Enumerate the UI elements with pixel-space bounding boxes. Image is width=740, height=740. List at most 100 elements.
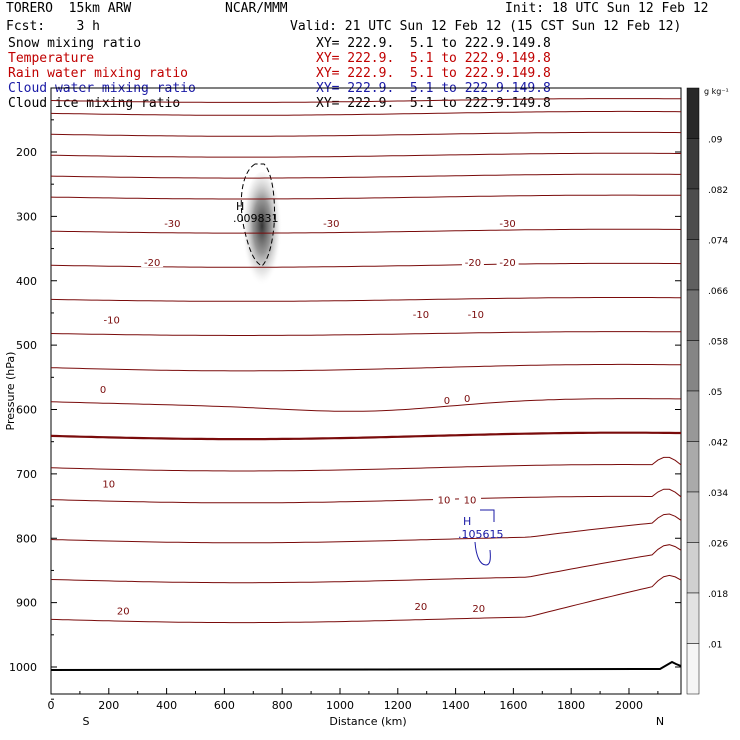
colorbar-level-label: .034 bbox=[708, 489, 728, 499]
x-axis-label: Distance (km) bbox=[329, 715, 406, 728]
y-tick-label: 1000 bbox=[9, 661, 37, 674]
colorbar-swatch bbox=[686, 289, 700, 341]
x-tick-label: 800 bbox=[272, 699, 293, 712]
colorbar: .01 .018 .026 .034 .042 .05 .058 .066 .074 .082 .0… bbox=[686, 87, 728, 695]
isotherm-label-bg bbox=[100, 313, 123, 325]
isotherm-minus60 bbox=[50, 98, 682, 103]
isotherm-label: 10 bbox=[102, 480, 115, 491]
colorbar-swatch bbox=[686, 592, 700, 644]
south-label: S bbox=[83, 715, 90, 728]
isotherm-label: -20 bbox=[144, 258, 160, 269]
colorbar-swatch bbox=[686, 87, 700, 139]
y-tick-label: 300 bbox=[16, 210, 37, 223]
x-tick-label: 1400 bbox=[442, 699, 470, 712]
isotherm-minus30 bbox=[50, 228, 682, 234]
isotherm-label-bg bbox=[409, 599, 432, 611]
field-snow-xy: XY= 222.9. 5.1 to 222.9.149.8 bbox=[316, 36, 551, 51]
isotherm-label: 0 bbox=[444, 396, 450, 407]
isotherm-label-bg bbox=[435, 393, 458, 405]
isotherm-label: -30 bbox=[164, 219, 180, 230]
colorbar-swatch bbox=[686, 239, 700, 291]
isotherm-minus50 bbox=[50, 131, 682, 137]
field-temperature-name: Temperature bbox=[8, 51, 95, 66]
isotherm-label-bg bbox=[92, 382, 115, 394]
isotherm-minus55 bbox=[50, 110, 682, 116]
field-snow-name: Snow mixing ratio bbox=[8, 36, 142, 51]
isotherm-label: -10 bbox=[104, 315, 120, 326]
isotherm-label-bg bbox=[141, 256, 164, 268]
colorbar-swatch bbox=[686, 390, 700, 442]
x-tick-label: 1600 bbox=[499, 699, 527, 712]
isotherm-label: -30 bbox=[323, 219, 339, 230]
y-tick-label: 900 bbox=[16, 597, 37, 610]
colorbar-level-label: .058 bbox=[708, 338, 728, 348]
y-tick-label: 700 bbox=[16, 468, 37, 481]
isotherm-label-bg bbox=[496, 216, 519, 228]
isotherm-label: -10 bbox=[468, 310, 484, 321]
isotherm-label-bg bbox=[459, 493, 482, 505]
colorbar-swatch bbox=[686, 441, 700, 493]
isotherm-label-bg bbox=[409, 308, 432, 320]
isotherm-25 bbox=[50, 574, 682, 624]
isotherm-minus40 bbox=[50, 173, 681, 179]
x-tick-label: 400 bbox=[156, 699, 177, 712]
colorbar-swatch bbox=[686, 643, 700, 695]
colorbar-level-label: .01 bbox=[708, 641, 722, 651]
org-name: NCAR/MMM bbox=[225, 1, 288, 16]
isotherm-label: 20 bbox=[415, 602, 428, 613]
isotherm-minus20 bbox=[50, 297, 681, 302]
colorbar-swatch bbox=[686, 491, 700, 543]
isotherm-15 bbox=[50, 513, 682, 544]
isotherm-minus10 bbox=[50, 363, 682, 372]
colorbar-level-label: .026 bbox=[708, 540, 728, 550]
isotherm-label: 0 bbox=[464, 394, 470, 405]
x-tick-label: 1800 bbox=[557, 699, 585, 712]
cloud-ice-max-value: .009831 bbox=[233, 212, 279, 225]
colorbar-level-label: .05 bbox=[708, 388, 722, 398]
isotherm-label-bg bbox=[464, 308, 487, 320]
cloud-ice-shading bbox=[242, 172, 282, 292]
x-tick-label: 0 bbox=[48, 699, 55, 712]
isotherm-label-bg bbox=[433, 493, 456, 505]
isotherm-label: -10 bbox=[413, 310, 429, 321]
isotherm-minus45 bbox=[50, 152, 681, 158]
isotherm-label-bg bbox=[456, 391, 479, 403]
isotherm-label: 10 bbox=[438, 496, 451, 507]
y-axis-label: Pressure (hPa) bbox=[4, 352, 17, 431]
colorbar-level-label: .074 bbox=[708, 237, 728, 247]
isotherm-label-bg bbox=[161, 216, 184, 228]
colorbar-level-label: .066 bbox=[708, 287, 728, 297]
colorbar-swatch bbox=[686, 542, 700, 594]
isotherm-labels: -30 -30 -30 -20 -20 -20 -10 -10 -10 0 0 0 10 10 10 20 20… bbox=[92, 216, 519, 617]
isotherm-10 bbox=[50, 488, 682, 504]
isotherm-minus5 bbox=[50, 398, 681, 412]
isotherm-20 bbox=[50, 544, 682, 584]
x-tick-label: 1200 bbox=[384, 699, 412, 712]
colorbar-level-label: .082 bbox=[708, 186, 728, 196]
isotherm-label-bg bbox=[496, 256, 519, 268]
isotherm-0 bbox=[50, 431, 681, 441]
colorbar-swatch bbox=[686, 340, 700, 392]
init-time: Init: 18 UTC Sun 12 Feb 12 bbox=[505, 1, 709, 16]
cloud-water-max-h: H bbox=[463, 515, 471, 528]
colorbar-level-label: .018 bbox=[708, 590, 728, 600]
forecast-hour: Fcst: 3 h bbox=[6, 19, 100, 34]
cloud-water-max-value: .105615 bbox=[458, 528, 504, 541]
y-tick-label: 500 bbox=[16, 339, 37, 352]
field-rain-name: Rain water mixing ratio bbox=[8, 66, 189, 81]
plot-frame bbox=[50, 87, 682, 695]
field-cloudice-name: Cloud ice mixing ratio bbox=[8, 96, 181, 111]
y-tick-label: 800 bbox=[16, 532, 37, 545]
isotherm-label: -20 bbox=[465, 258, 481, 269]
ground-line bbox=[50, 660, 682, 671]
x-tick-label: 600 bbox=[214, 699, 235, 712]
isotherm-label-bg bbox=[320, 216, 343, 228]
cloud-ice-max-h: H bbox=[236, 200, 244, 213]
field-temperature-xy: XY= 222.9. 5.1 to 222.9.149.8 bbox=[316, 51, 551, 66]
colorbar-level-label: .09 bbox=[708, 136, 723, 146]
colorbar-unit: g kg⁻¹ bbox=[704, 87, 729, 96]
cloud-ice-contour bbox=[240, 163, 275, 267]
isotherm-label: 10 bbox=[464, 496, 477, 507]
